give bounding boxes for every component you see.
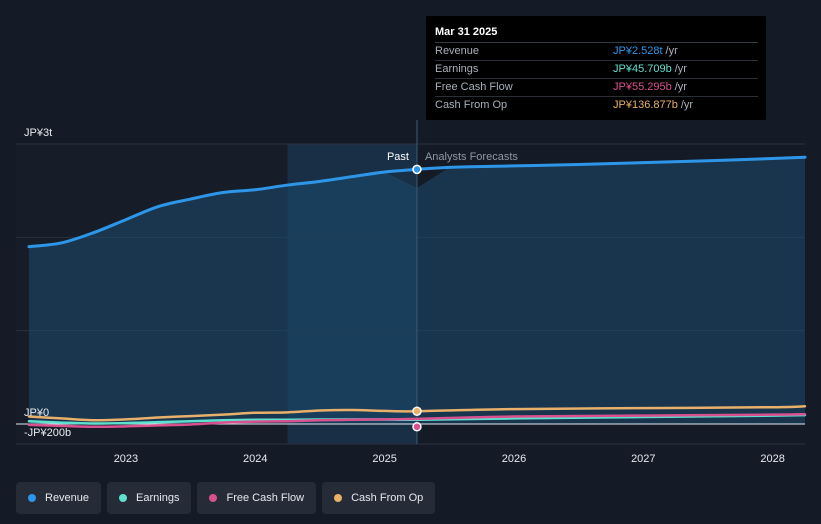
legend-item-earnings[interactable]: Earnings bbox=[107, 482, 192, 514]
tooltip-label: Revenue bbox=[435, 45, 480, 57]
tooltip-label: Cash From Op bbox=[435, 99, 508, 111]
tooltip-value: JP¥45.709b bbox=[613, 63, 672, 75]
legend-dot-icon bbox=[334, 494, 343, 502]
cash-from-op-marker bbox=[412, 406, 422, 416]
chart-tooltip: Mar 31 2025 Revenue JP¥2.528t /yr Earnin… bbox=[426, 16, 766, 120]
tooltip-row-earnings: Earnings JP¥45.709b /yr bbox=[435, 61, 758, 79]
tooltip-date: Mar 31 2025 bbox=[435, 24, 758, 43]
x-tick-label: 2024 bbox=[243, 453, 267, 465]
free-cash-flow-marker bbox=[412, 422, 422, 432]
legend-item-free-cash-flow[interactable]: Free Cash Flow bbox=[197, 482, 317, 514]
x-tick-label: 2023 bbox=[114, 453, 138, 465]
y-tick-label: JP¥3t bbox=[24, 127, 52, 139]
tooltip-unit: /yr bbox=[674, 81, 687, 93]
legend-dot-icon bbox=[119, 494, 128, 502]
legend-label: Earnings bbox=[136, 492, 180, 504]
chart-legend: Revenue Earnings Free Cash Flow Cash Fro… bbox=[16, 482, 436, 514]
past-label: Past bbox=[387, 151, 409, 163]
tooltip-label: Free Cash Flow bbox=[435, 81, 513, 93]
tooltip-row-free-cash-flow: Free Cash Flow JP¥55.295b /yr bbox=[435, 79, 758, 97]
tooltip-value: JP¥136.877b bbox=[613, 99, 678, 111]
x-tick-label: 2026 bbox=[502, 453, 526, 465]
tooltip-label: Earnings bbox=[435, 63, 479, 75]
tooltip-unit: /yr bbox=[674, 63, 687, 75]
x-tick-label: 2027 bbox=[631, 453, 655, 465]
tooltip-row-cash-from-op: Cash From Op JP¥136.877b /yr bbox=[435, 97, 758, 114]
legend-label: Revenue bbox=[45, 492, 90, 504]
tooltip-row-revenue: Revenue JP¥2.528t /yr bbox=[435, 43, 758, 61]
legend-dot-icon bbox=[28, 494, 36, 502]
tooltip-unit: /yr bbox=[680, 99, 694, 111]
tooltip-value: JP¥2.528t bbox=[613, 45, 663, 57]
forecast-label: Analysts Forecasts bbox=[425, 151, 518, 163]
x-tick-label: 2025 bbox=[372, 453, 396, 465]
tooltip-value: JP¥55.295b bbox=[613, 81, 672, 93]
legend-label: Cash From Op bbox=[351, 492, 424, 504]
y-tick-label: -JP¥200b bbox=[24, 427, 71, 439]
series-line-revenue bbox=[27, 155, 807, 249]
tooltip-unit: /yr bbox=[665, 45, 678, 57]
series-line-cash-from-op bbox=[27, 405, 807, 422]
legend-item-cash-from-op[interactable]: Cash From Op bbox=[322, 482, 436, 514]
legend-label: Free Cash Flow bbox=[226, 492, 305, 504]
legend-dot-icon bbox=[209, 494, 218, 502]
x-tick-label: 2028 bbox=[760, 453, 784, 465]
legend-item-revenue[interactable]: Revenue bbox=[16, 482, 102, 514]
series-line-free-cash-flow bbox=[27, 412, 807, 429]
y-tick-label: JP¥0 bbox=[24, 407, 49, 419]
revenue-marker bbox=[412, 164, 422, 175]
financial-chart: JP¥3t JP¥0 -JP¥200b 2023 2024 2025 2026 2027 202… bbox=[16, 120, 807, 465]
